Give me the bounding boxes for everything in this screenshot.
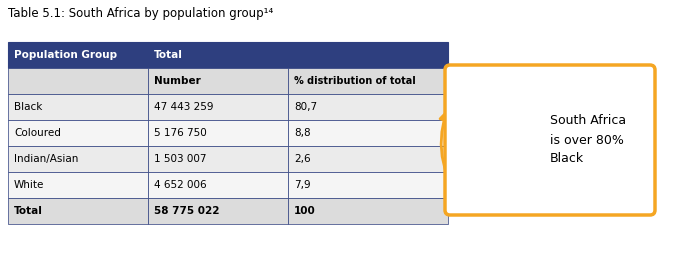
Bar — [8, 94, 148, 120]
Text: 47 443 259: 47 443 259 — [154, 102, 213, 112]
Text: Total: Total — [14, 206, 43, 216]
Bar — [148, 172, 288, 198]
Bar — [148, 42, 448, 68]
Bar — [288, 68, 448, 94]
Bar — [288, 172, 448, 198]
Text: 100: 100 — [294, 206, 316, 216]
Text: 80,7: 80,7 — [294, 102, 317, 112]
Text: % distribution of total: % distribution of total — [294, 76, 416, 86]
Text: White: White — [14, 180, 44, 190]
Text: 1 503 007: 1 503 007 — [154, 154, 206, 164]
Bar — [288, 198, 448, 224]
Bar — [148, 198, 288, 224]
Text: Number: Number — [154, 76, 201, 86]
FancyBboxPatch shape — [445, 65, 655, 215]
Bar — [288, 94, 448, 120]
Bar — [148, 146, 288, 172]
Text: Population Group: Population Group — [14, 50, 117, 60]
Bar — [8, 172, 148, 198]
Bar — [148, 94, 288, 120]
Text: Table 5.1: South Africa by population group¹⁴: Table 5.1: South Africa by population gr… — [8, 7, 273, 20]
Bar — [8, 146, 148, 172]
Bar — [148, 120, 288, 146]
Text: South Africa
is over 80%
Black: South Africa is over 80% Black — [550, 115, 626, 165]
Text: 2,6: 2,6 — [294, 154, 310, 164]
Bar — [8, 42, 148, 68]
Text: 4 652 006: 4 652 006 — [154, 180, 207, 190]
Bar — [288, 146, 448, 172]
Bar — [8, 198, 148, 224]
Text: 7,9: 7,9 — [294, 180, 310, 190]
Bar — [148, 68, 288, 94]
Text: Coloured: Coloured — [14, 128, 61, 138]
Text: Black: Black — [14, 102, 43, 112]
Bar — [8, 120, 148, 146]
Bar — [288, 120, 448, 146]
Bar — [8, 68, 148, 94]
Text: 8,8: 8,8 — [294, 128, 310, 138]
Text: 5 176 750: 5 176 750 — [154, 128, 207, 138]
Text: Total: Total — [154, 50, 183, 60]
Text: Indian/Asian: Indian/Asian — [14, 154, 78, 164]
Text: 58 775 022: 58 775 022 — [154, 206, 219, 216]
